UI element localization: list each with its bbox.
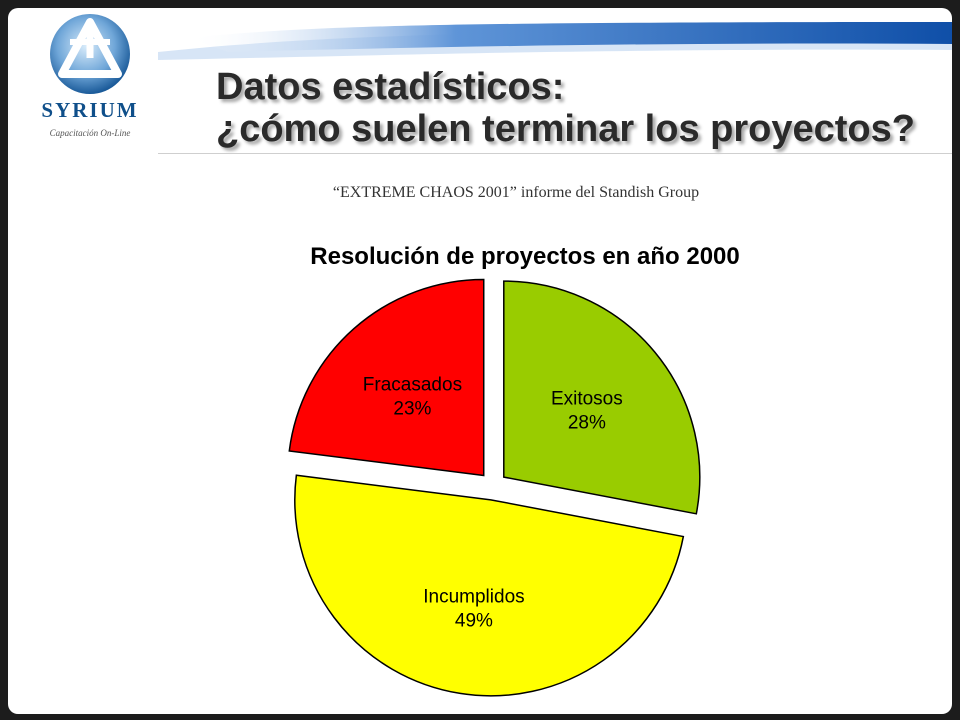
logo: SYRIUM Capacitación On-Line [26, 12, 156, 152]
pie-slice-incumplidos [294, 474, 685, 697]
title-line-2: ¿cómo suelen terminar los proyectos? [216, 108, 915, 150]
pie-value-incumplidos: 49% [455, 610, 493, 631]
logo-emblem-icon [50, 14, 130, 94]
slide-title: Datos estadísticos: ¿cómo suelen termina… [216, 66, 946, 150]
chart-title: Resolución de proyectos en año 2000 [310, 243, 739, 270]
pie-label-fracasados: Fracasados [363, 375, 462, 396]
brand-name: SYRIUM [41, 98, 139, 122]
pie-label-exitosos: Exitosos [551, 388, 623, 409]
slide-subtitle: “EXTREME CHAOS 2001” informe del Standis… [332, 184, 700, 201]
title-divider [158, 153, 952, 154]
pie-value-fracasados: 23% [393, 399, 431, 420]
title-line-1: Datos estadísticos: [216, 66, 565, 108]
pie-label-incumplidos: Incumplidos [423, 586, 524, 607]
brand-tagline: Capacitación On-Line [49, 128, 131, 138]
header-wave [158, 22, 952, 60]
pie-slice-exitosos [503, 280, 701, 515]
pie-value-exitosos: 28% [568, 412, 606, 433]
pie-chart: Resolución de proyectos en año 2000 Exit… [288, 243, 740, 697]
slide: SYRIUM Capacitación On-Line Datos estadí… [8, 8, 952, 714]
pie-slice-fracasados [288, 278, 485, 477]
